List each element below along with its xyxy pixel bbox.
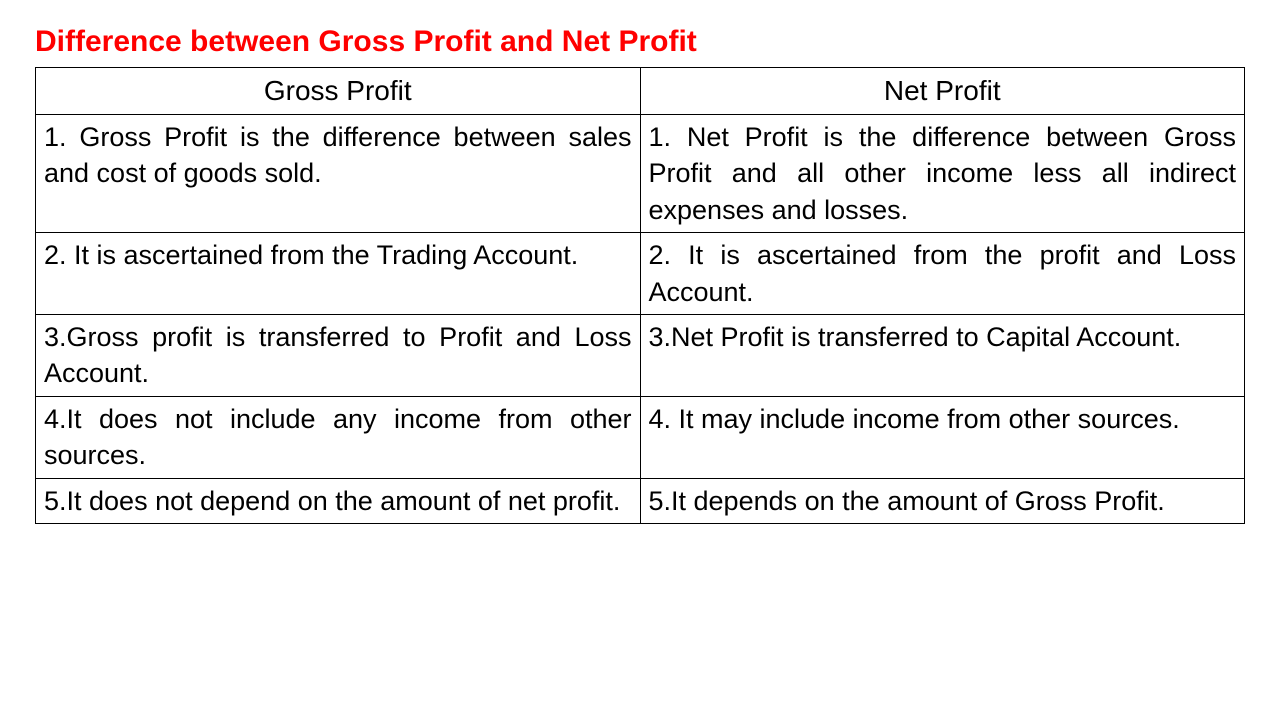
table-row: 2. It is ascertained from the Trading Ac… <box>36 233 1245 315</box>
cell-net-1: 1. Net Profit is the difference between … <box>640 114 1245 232</box>
table-row: 4.It does not include any income from ot… <box>36 396 1245 478</box>
table-row: 1. Gross Profit is the difference betwee… <box>36 114 1245 232</box>
cell-gross-5: 5.It does not depend on the amount of ne… <box>36 478 641 523</box>
cell-gross-1: 1. Gross Profit is the difference betwee… <box>36 114 641 232</box>
table-header-row: Gross Profit Net Profit <box>36 68 1245 115</box>
comparison-table: Gross Profit Net Profit 1. Gross Profit … <box>35 67 1245 524</box>
cell-net-2: 2. It is ascertained from the profit and… <box>640 233 1245 315</box>
cell-net-5: 5.It depends on the amount of Gross Prof… <box>640 478 1245 523</box>
table-row: 5.It does not depend on the amount of ne… <box>36 478 1245 523</box>
cell-net-4: 4. It may include income from other sour… <box>640 396 1245 478</box>
cell-gross-3: 3.Gross profit is transferred to Profit … <box>36 314 641 396</box>
cell-gross-4: 4.It does not include any income from ot… <box>36 396 641 478</box>
table-row: 3.Gross profit is transferred to Profit … <box>36 314 1245 396</box>
cell-gross-2: 2. It is ascertained from the Trading Ac… <box>36 233 641 315</box>
column-header-net: Net Profit <box>640 68 1245 115</box>
cell-net-3: 3.Net Profit is transferred to Capital A… <box>640 314 1245 396</box>
column-header-gross: Gross Profit <box>36 68 641 115</box>
page-title: Difference between Gross Profit and Net … <box>35 25 1245 59</box>
